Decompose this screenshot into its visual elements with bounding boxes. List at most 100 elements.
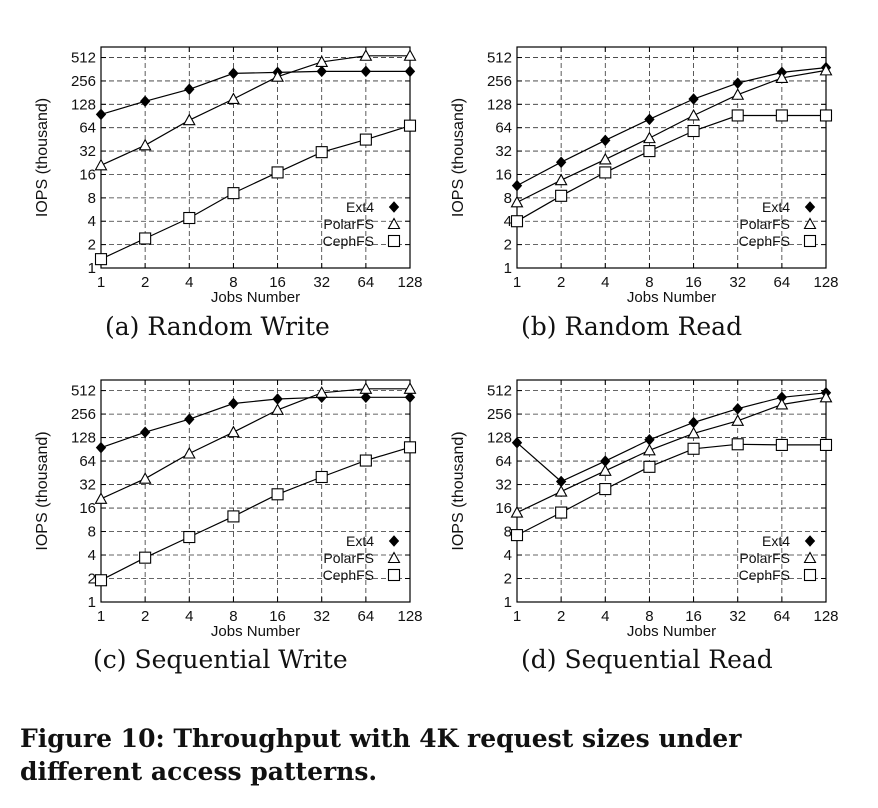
y-tick-label: 2 bbox=[504, 237, 512, 254]
data-point bbox=[687, 124, 700, 138]
y-tick-label: 64 bbox=[79, 120, 96, 137]
data-point bbox=[644, 434, 655, 446]
x-tick-label: 4 bbox=[601, 274, 609, 291]
legend-marker bbox=[387, 234, 401, 248]
x-tick-label: 1 bbox=[513, 608, 521, 625]
x-tick-label: 2 bbox=[141, 274, 149, 291]
data-point bbox=[139, 232, 152, 245]
y-tick-label: 256 bbox=[487, 73, 512, 90]
y-tick-label: 32 bbox=[79, 477, 96, 494]
series-line bbox=[516, 69, 827, 203]
data-point bbox=[732, 402, 743, 415]
y-tick-label: 128 bbox=[71, 96, 96, 113]
plot-frame bbox=[100, 379, 411, 603]
y-tick-label: 16 bbox=[79, 166, 96, 183]
x-tick-label: 32 bbox=[313, 274, 330, 291]
x-axis-title: Jobs Number bbox=[627, 623, 716, 640]
legend-label: CephFS bbox=[323, 567, 374, 583]
x-tick-label: 4 bbox=[185, 274, 193, 291]
y-tick-label: 512 bbox=[71, 50, 96, 67]
series-line bbox=[516, 392, 827, 483]
data-point bbox=[226, 92, 240, 105]
series-line bbox=[516, 396, 827, 514]
data-point bbox=[315, 55, 329, 67]
y-tick-label: 256 bbox=[71, 406, 96, 423]
data-point bbox=[554, 484, 568, 497]
x-tick-label: 128 bbox=[813, 274, 838, 291]
y-tick-label: 32 bbox=[79, 143, 96, 160]
series-ext4 bbox=[95, 65, 416, 121]
data-point bbox=[360, 65, 372, 78]
data-point bbox=[227, 510, 240, 523]
series-line bbox=[100, 446, 411, 581]
data-point bbox=[599, 166, 612, 179]
data-point bbox=[183, 211, 196, 225]
data-point bbox=[182, 446, 196, 459]
legend-marker bbox=[803, 551, 817, 564]
legend-marker bbox=[803, 217, 817, 230]
data-point bbox=[403, 119, 417, 132]
data-point bbox=[644, 113, 655, 126]
y-tick-label: 8 bbox=[504, 190, 512, 207]
data-point bbox=[315, 386, 329, 398]
y-tick-label: 32 bbox=[495, 143, 512, 160]
y-tick-label: 512 bbox=[487, 383, 512, 400]
data-point bbox=[819, 109, 833, 122]
data-point bbox=[403, 382, 417, 394]
data-point bbox=[94, 492, 108, 504]
x-tick-label: 2 bbox=[557, 274, 565, 291]
series-cephfs bbox=[510, 109, 833, 228]
x-tick-label: 4 bbox=[185, 608, 193, 625]
legend-label: Ext4 bbox=[762, 199, 790, 215]
data-point bbox=[226, 425, 240, 438]
legend-label: PolarFS bbox=[323, 550, 374, 566]
chart-panel-c: 1 2 4 8 16 32 64 128 256 512 1 2 4 8 16 32 64 128 Jobs Num… bbox=[34, 379, 423, 640]
x-tick-label: 64 bbox=[774, 608, 791, 625]
legend-marker bbox=[803, 568, 817, 582]
x-tick-label: 1 bbox=[513, 274, 521, 291]
data-point bbox=[404, 65, 416, 78]
data-point bbox=[642, 443, 656, 456]
subcaption-d: (d) Sequential Read bbox=[521, 645, 773, 674]
data-point bbox=[316, 65, 327, 78]
legend-marker bbox=[803, 234, 817, 248]
series-polarfs bbox=[94, 382, 417, 504]
data-point bbox=[403, 441, 417, 454]
chart-panel-a: 1 2 4 8 16 32 64 128 256 512 1 2 4 8 16 32 64 128 Jobs Num… bbox=[34, 46, 423, 306]
legend-marker bbox=[804, 535, 816, 547]
plot-frame bbox=[516, 379, 827, 603]
y-axis-title: IOPS (thousand) bbox=[450, 431, 467, 550]
series-polarfs bbox=[510, 390, 833, 518]
data-point bbox=[228, 397, 239, 410]
legend-marker bbox=[387, 551, 401, 564]
data-point bbox=[731, 88, 745, 100]
legend-label: Ext4 bbox=[346, 533, 374, 549]
series-cephfs bbox=[94, 441, 417, 587]
data-point bbox=[731, 438, 744, 451]
subcaption-a: (a) Random Write bbox=[105, 312, 330, 341]
data-point bbox=[184, 83, 195, 96]
data-point bbox=[775, 71, 789, 83]
y-tick-label: 2 bbox=[88, 237, 96, 254]
x-tick-label: 32 bbox=[729, 274, 746, 291]
x-tick-label: 8 bbox=[645, 274, 653, 291]
data-point bbox=[555, 189, 568, 202]
data-point bbox=[359, 133, 372, 146]
x-tick-label: 1 bbox=[97, 274, 105, 291]
x-tick-label: 8 bbox=[229, 274, 237, 291]
series-line bbox=[100, 55, 410, 166]
x-tick-label: 16 bbox=[685, 608, 702, 625]
y-tick-label: 4 bbox=[504, 213, 512, 230]
data-point bbox=[359, 454, 372, 467]
y-tick-label: 16 bbox=[495, 500, 512, 517]
series-ext4 bbox=[95, 391, 416, 454]
data-point bbox=[643, 145, 656, 158]
x-tick-label: 8 bbox=[229, 608, 237, 625]
x-tick-label: 8 bbox=[645, 608, 653, 625]
data-point bbox=[315, 146, 328, 159]
data-point bbox=[94, 574, 108, 587]
series-line bbox=[100, 396, 410, 449]
y-tick-label: 4 bbox=[88, 213, 96, 230]
y-tick-label: 128 bbox=[487, 96, 512, 113]
